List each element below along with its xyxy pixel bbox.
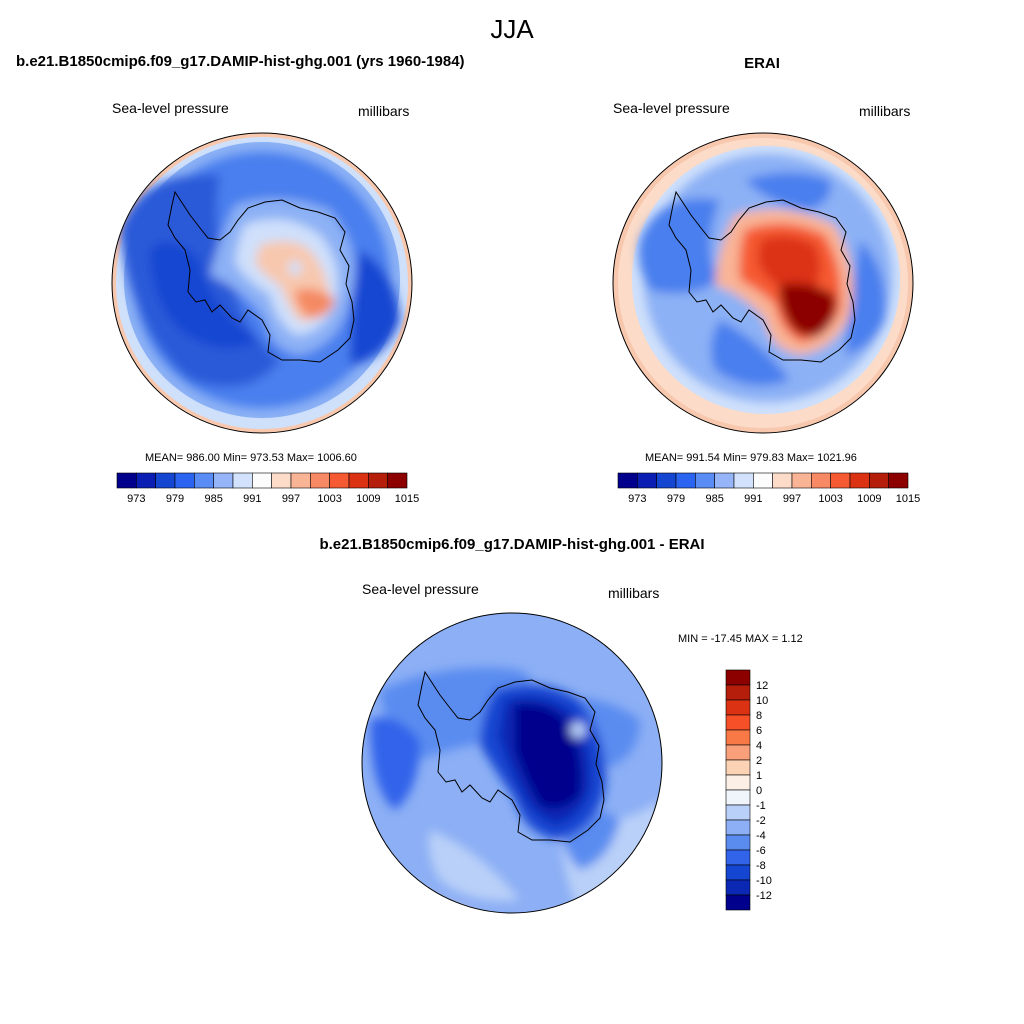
colorbar-tick-label: 0 [756, 785, 762, 797]
colorbar-swatch [725, 729, 751, 746]
colorbar-tick-label: 997 [783, 493, 801, 505]
colorbar-swatch [368, 472, 388, 489]
diff-units-label: millibars [608, 585, 660, 601]
colorbar-swatch [213, 472, 234, 489]
obs-field-label: Sea-level pressure [613, 100, 730, 116]
colorbar-swatch [348, 472, 369, 489]
diff-polar-map [362, 613, 662, 913]
colorbar-swatch [252, 472, 272, 489]
colorbar-tick-label: -10 [756, 875, 772, 887]
colorbar-swatch [232, 472, 253, 489]
colorbar-swatch [725, 849, 751, 866]
colorbar-swatch [174, 472, 195, 489]
colorbar-tick-label: 8 [756, 710, 762, 722]
colorbar-tick-label: 991 [744, 493, 762, 505]
colorbar-tick-label: 997 [282, 493, 300, 505]
colorbar-tick-label: 1015 [395, 493, 419, 505]
colorbar-swatch [656, 472, 677, 489]
model-panel-title: b.e21.B1850cmip6.f09_g17.DAMIP-hist-ghg.… [16, 53, 465, 70]
diff-field-label: Sea-level pressure [362, 581, 479, 597]
colorbar-tick-label: 1 [756, 770, 762, 782]
colorbar-swatch [725, 684, 751, 701]
colorbar-swatch [695, 472, 715, 489]
colorbar-swatch [830, 472, 851, 489]
colorbar-tick-label: 979 [166, 493, 184, 505]
colorbar-swatch [675, 472, 696, 489]
colorbar-swatch [290, 472, 311, 489]
colorbar-tick-label: 12 [756, 680, 768, 692]
model-units-label: millibars [358, 103, 410, 119]
obs-polar-map [613, 133, 913, 433]
colorbar-swatch [725, 819, 751, 836]
colorbar-tick-label: 1003 [317, 493, 341, 505]
colorbar-tick-label: 979 [667, 493, 685, 505]
colorbar-swatch [725, 759, 751, 776]
obs-units-label: millibars [859, 103, 911, 119]
colorbar-swatch [725, 879, 751, 896]
colorbar-swatch [753, 472, 773, 489]
colorbar-swatch [136, 472, 156, 489]
colorbar-swatch [725, 789, 751, 806]
colorbar-swatch [849, 472, 870, 489]
colorbar-swatch [310, 472, 330, 489]
colorbar-tick-label: -4 [756, 830, 766, 842]
colorbar-swatch [725, 834, 751, 851]
diff-stats: MIN = -17.45 MAX = 1.12 [678, 633, 803, 645]
colorbar-swatch [791, 472, 812, 489]
colorbar-tick-label: 1009 [857, 493, 881, 505]
colorbar-swatch [725, 894, 751, 911]
colorbar-tick-label: 4 [756, 740, 762, 752]
model-stats: MEAN= 986.00 Min= 973.53 Max= 1006.60 [145, 452, 357, 464]
colorbar-tick-label: -2 [756, 815, 766, 827]
colorbar-swatch [387, 472, 408, 489]
colorbar-tick-label: 1003 [818, 493, 842, 505]
colorbar-swatch [329, 472, 350, 489]
colorbar-tick-label: 985 [204, 493, 222, 505]
colorbar-tick-label: 1015 [896, 493, 920, 505]
colorbar-swatch [811, 472, 831, 489]
colorbar-tick-label: -12 [756, 890, 772, 902]
colorbar-swatch [888, 472, 909, 489]
obs-stats: MEAN= 991.54 Min= 979.83 Max= 1021.96 [645, 452, 857, 464]
colorbar-tick-label: -1 [756, 800, 766, 812]
colorbar-swatch [725, 669, 751, 686]
model-polar-map [112, 133, 412, 433]
colorbar-swatch [733, 472, 754, 489]
colorbar-tick-label: 985 [705, 493, 723, 505]
colorbar-tick-label: 10 [756, 695, 768, 707]
model-colorbar: 973 979 985 991 997 1003 1009 1015 [116, 472, 419, 505]
colorbar-swatch [271, 472, 292, 489]
colorbar-swatch [155, 472, 176, 489]
colorbar-swatch [617, 472, 638, 489]
obs-panel-title: ERAI [744, 55, 780, 72]
colorbar-swatch [194, 472, 214, 489]
season-title: JJA [490, 14, 534, 44]
colorbar-tick-label: 991 [243, 493, 261, 505]
colorbar-tick-label: 1009 [356, 493, 380, 505]
colorbar-swatch [714, 472, 735, 489]
colorbar-tick-label: 2 [756, 755, 762, 767]
colorbar-tick-label: 973 [628, 493, 646, 505]
colorbar-tick-label: 973 [127, 493, 145, 505]
colorbar-tick-label: -6 [756, 845, 766, 857]
model-field-label: Sea-level pressure [112, 100, 229, 116]
colorbar-swatch [725, 864, 751, 881]
colorbar-swatch [725, 699, 751, 716]
colorbar-swatch [725, 714, 751, 731]
colorbar-swatch [725, 804, 751, 821]
colorbar-swatch [637, 472, 657, 489]
colorbar-swatch [772, 472, 793, 489]
colorbar-tick-label: -8 [756, 860, 766, 872]
colorbar-swatch [116, 472, 137, 489]
diff-panel-title: b.e21.B1850cmip6.f09_g17.DAMIP-hist-ghg.… [319, 536, 705, 553]
colorbar-swatch [725, 744, 751, 761]
colorbar-swatch [869, 472, 889, 489]
colorbar-tick-label: 6 [756, 725, 762, 737]
obs-colorbar: 973 979 985 991 997 1003 1009 1015 [617, 472, 920, 505]
colorbar-swatch [725, 774, 751, 791]
